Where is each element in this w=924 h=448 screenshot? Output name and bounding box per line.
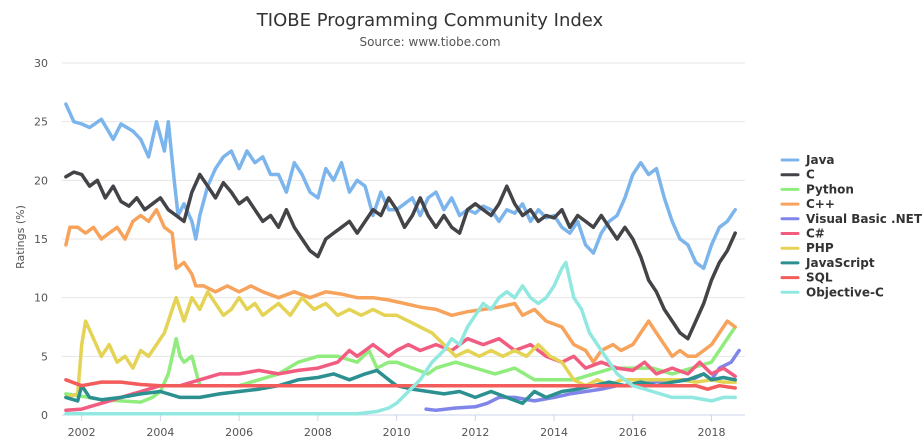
x-tick-label: 2016 — [619, 426, 647, 439]
x-tick-label: 2004 — [146, 426, 174, 439]
legend-label: C — [806, 168, 815, 182]
legend-item-objective-c[interactable]: Objective-C — [780, 285, 884, 299]
legend-label: Objective-C — [806, 285, 884, 299]
legend-label: C++ — [806, 197, 835, 211]
legend-item-javascript[interactable]: JavaScript — [780, 256, 875, 270]
series-line-objective-c[interactable] — [64, 260, 737, 416]
legend-item-visual-basic-net[interactable]: Visual Basic .NET — [780, 212, 923, 226]
x-tick-label: 2002 — [68, 426, 96, 439]
legend-item-sql[interactable]: SQL — [780, 271, 833, 285]
series-line-c-[interactable] — [64, 336, 737, 413]
y-axis-ticks: 0 5 10 15 20 25 30 — [34, 57, 48, 422]
x-tick-label: 2014 — [540, 426, 568, 439]
x-tick-label: 2012 — [461, 426, 489, 439]
legend-item-python[interactable]: Python — [780, 182, 854, 196]
y-tick-label: 0 — [41, 409, 48, 422]
series-line-c-[interactable] — [64, 207, 737, 364]
legend-label: C# — [806, 227, 825, 241]
series-line-python[interactable] — [64, 325, 737, 404]
legend-label: PHP — [806, 241, 834, 255]
y-tick-label: 20 — [34, 174, 48, 187]
x-tick-label: 2008 — [304, 426, 332, 439]
legend-label: Visual Basic .NET — [806, 212, 923, 226]
y-tick-label: 10 — [34, 292, 48, 305]
y-tick-label: 25 — [34, 116, 48, 129]
legend-label: Python — [806, 182, 854, 196]
chart-title: TIOBE Programming Community Index — [256, 10, 604, 31]
series-lines — [64, 102, 741, 416]
legend-item-java[interactable]: Java — [780, 153, 834, 167]
y-tick-label: 30 — [34, 57, 48, 70]
legend-item-c-[interactable]: C# — [780, 227, 825, 241]
x-axis-ticks: 2002 2004 2006 2008 2010 2012 2014 2016 2018 — [68, 415, 726, 439]
legend-label: Java — [805, 153, 834, 167]
x-tick-label: 2018 — [698, 426, 726, 439]
x-tick-label: 2010 — [383, 426, 411, 439]
legend-label: JavaScript — [805, 256, 875, 270]
series-line-c[interactable] — [64, 170, 737, 341]
grid-lines — [62, 62, 745, 357]
y-tick-label: 15 — [34, 233, 48, 246]
legend-item-php[interactable]: PHP — [780, 241, 834, 255]
legend-item-c[interactable]: C — [780, 168, 815, 182]
chart-subtitle: Source: www.tiobe.com — [359, 35, 500, 49]
legend-label: SQL — [806, 271, 833, 285]
y-axis-title: Ratings (%) — [14, 205, 27, 269]
x-tick-label: 2006 — [225, 426, 253, 439]
y-tick-label: 5 — [41, 350, 48, 363]
series-line-sql[interactable] — [64, 378, 737, 391]
legend-item-c-[interactable]: C++ — [780, 197, 835, 211]
